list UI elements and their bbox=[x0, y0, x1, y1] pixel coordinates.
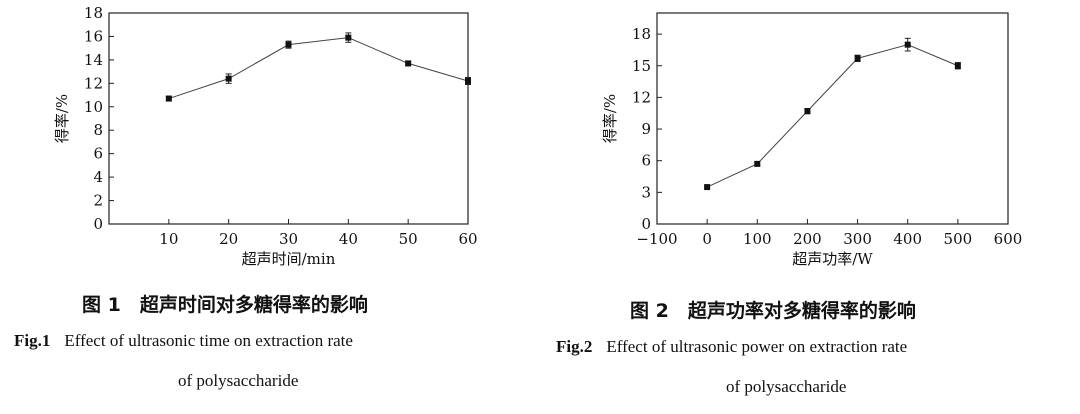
data-point bbox=[904, 41, 911, 48]
x-tick-label: 100 bbox=[743, 230, 772, 248]
x-tick-label: 600 bbox=[994, 230, 1023, 248]
y-tick-label: 18 bbox=[632, 25, 651, 43]
figure-2: −100 0 100 200 300 400 500 600 0 3 6 9 12 15 18 超声功率/W 得… bbox=[540, 0, 1080, 414]
x-tick-label: 200 bbox=[793, 230, 822, 248]
x-tick-label: 40 bbox=[339, 230, 358, 248]
data-point bbox=[804, 108, 811, 115]
data-point bbox=[754, 160, 761, 167]
y-tick-label: 12 bbox=[84, 74, 103, 92]
figure-2-caption-en-line1: Fig.2 Effect of ultrasonic power on extra… bbox=[556, 337, 907, 357]
x-axis-label: 超声时间/min bbox=[242, 250, 336, 268]
x-tick-label: 50 bbox=[399, 230, 418, 248]
data-point bbox=[704, 184, 711, 191]
y-tick-label: 2 bbox=[93, 192, 103, 210]
y-tick-label: 0 bbox=[93, 215, 103, 233]
data-point bbox=[854, 55, 861, 62]
figure-1: 10 20 30 40 50 60 0 2 4 6 8 10 12 14 16 18 超声时间/min 得率/% … bbox=[14, 4, 478, 390]
data-point bbox=[225, 75, 232, 82]
y-tick-label: 4 bbox=[93, 168, 103, 186]
x-tick-label: −100 bbox=[636, 230, 677, 248]
y-tick-label: 6 bbox=[641, 152, 651, 170]
figure-1-caption-cn: 图 1 超声时间对多糖得率的影响 bbox=[82, 294, 368, 316]
chart-ultrasonic-power: −100 0 100 200 300 400 500 6000369121518超声功率/W得… bbox=[601, 12, 1023, 268]
y-tick-label: 3 bbox=[641, 183, 651, 201]
x-tick-label: 60 bbox=[458, 230, 477, 248]
y-tick-label: 15 bbox=[632, 57, 651, 75]
figure-2-caption-cn: 图 2 超声功率对多糖得率的影响 bbox=[630, 300, 916, 322]
data-point bbox=[285, 41, 292, 48]
y-tick-label: 14 bbox=[84, 51, 103, 69]
x-tick-label: 30 bbox=[279, 230, 298, 248]
x-axis-label: 超声功率/W bbox=[792, 250, 873, 268]
y-axis-label: 得率/% bbox=[601, 94, 619, 143]
data-point bbox=[345, 34, 352, 41]
chart-ultrasonic-time: 10 20 30 40 50 60 0 2 4 6 8 10 12 14 16 18 超声时间/min 得率/% bbox=[53, 4, 478, 268]
y-tick-label: 16 bbox=[84, 27, 103, 45]
x-tick-label: 300 bbox=[843, 230, 872, 248]
figure-2-label: Fig.2 bbox=[556, 337, 593, 356]
data-point bbox=[165, 95, 172, 102]
data-point bbox=[954, 62, 961, 69]
y-tick-label: 10 bbox=[84, 98, 103, 116]
x-tick-label: 10 bbox=[159, 230, 178, 248]
series-line bbox=[706, 44, 959, 188]
x-tick-label: 400 bbox=[893, 230, 922, 248]
y-tick-label: 6 bbox=[93, 145, 103, 163]
y-tick-label: 18 bbox=[84, 4, 103, 22]
plot-frame bbox=[656, 12, 1009, 225]
figure-1-caption-en-text: Effect of ultrasonic time on extraction … bbox=[64, 331, 353, 350]
y-tick-label: 9 bbox=[641, 120, 651, 138]
y-tick-label: 12 bbox=[632, 88, 651, 106]
y-tick-label: 0 bbox=[641, 215, 651, 233]
figure-1-label: Fig.1 bbox=[14, 331, 51, 350]
y-axis-label: 得率/% bbox=[53, 94, 71, 143]
x-tick-label: 0 bbox=[702, 230, 712, 248]
x-tick-label: 20 bbox=[219, 230, 238, 248]
x-tick-label: 500 bbox=[944, 230, 973, 248]
series-line bbox=[168, 37, 469, 100]
figure-2-caption-en-text: Effect of ultrasonic power on extraction… bbox=[606, 337, 908, 356]
figure-1-caption-en-line1: Fig.1 Effect of ultrasonic time on extrac… bbox=[14, 331, 353, 351]
data-point bbox=[405, 60, 412, 67]
data-point bbox=[465, 77, 471, 84]
y-tick-label: 8 bbox=[93, 121, 103, 139]
figure-1-caption-en-line2: of polysaccharide bbox=[178, 371, 299, 390]
figure-2-caption-en-line2: of polysaccharide bbox=[726, 377, 847, 396]
